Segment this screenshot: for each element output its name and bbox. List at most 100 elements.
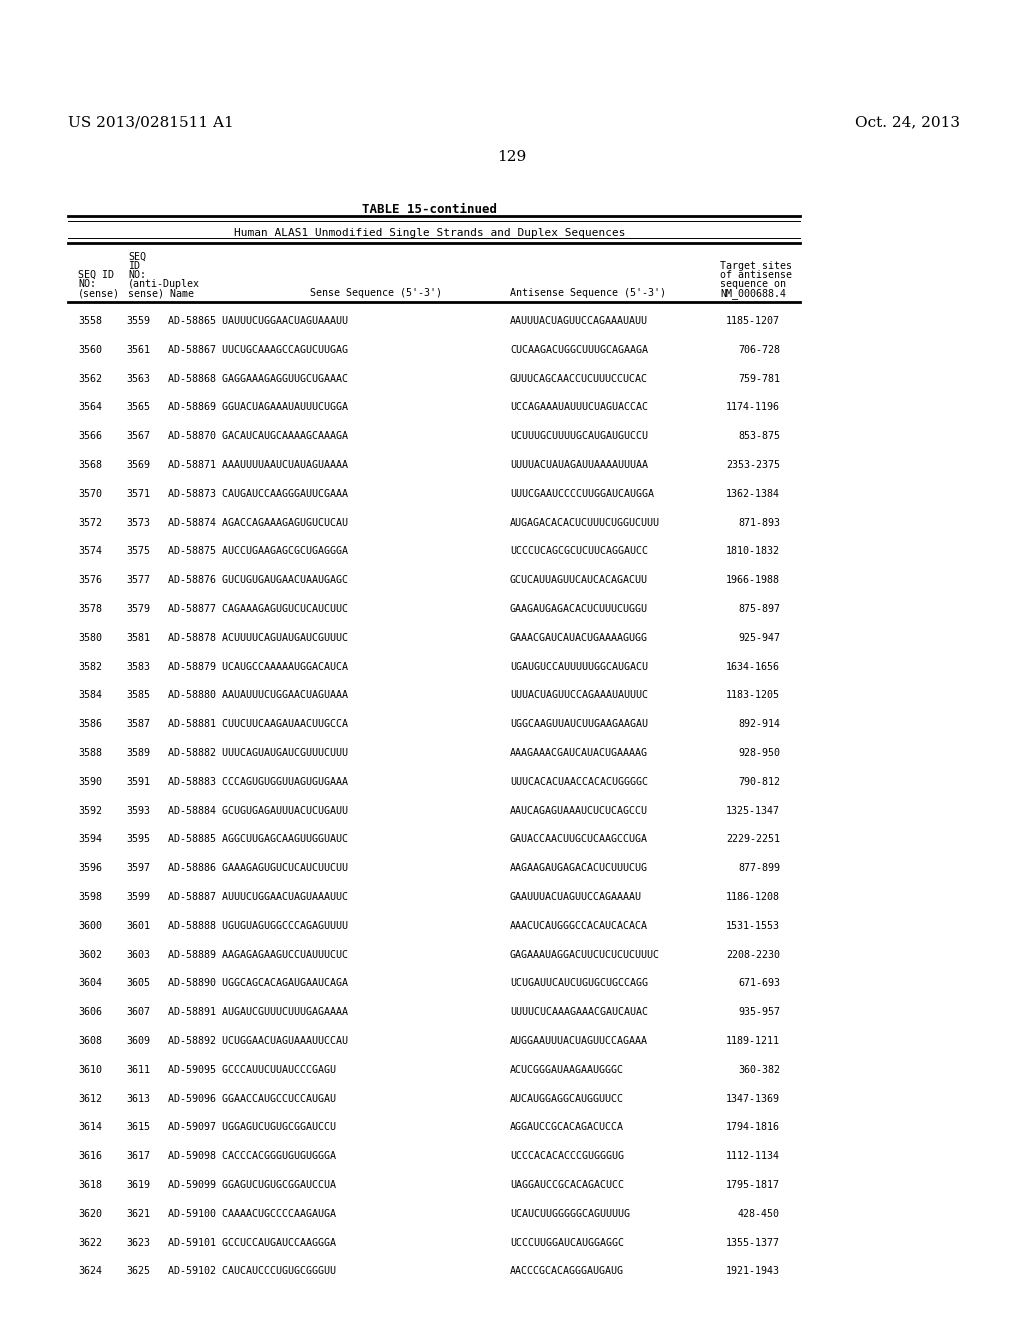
Text: AD-58874 AGACCAGAAAGAGUGUCUCAU: AD-58874 AGACCAGAAAGAGUGUCUCAU <box>168 517 348 528</box>
Text: 3566: 3566 <box>78 432 102 441</box>
Text: 1921-1943: 1921-1943 <box>726 1266 780 1276</box>
Text: 1185-1207: 1185-1207 <box>726 315 780 326</box>
Text: 3578: 3578 <box>78 605 102 614</box>
Text: 871-893: 871-893 <box>738 517 780 528</box>
Text: 3616: 3616 <box>78 1151 102 1162</box>
Text: 3585: 3585 <box>126 690 150 701</box>
Text: 3572: 3572 <box>78 517 102 528</box>
Text: AD-58876 GUCUGUGAUGAACUAAUGAGC: AD-58876 GUCUGUGAUGAACUAAUGAGC <box>168 576 348 585</box>
Text: 3610: 3610 <box>78 1065 102 1074</box>
Text: AD-58882 UUUCAGUAUGAUCGUUUCUUU: AD-58882 UUUCAGUAUGAUCGUUUCUUU <box>168 748 348 758</box>
Text: SEQ ID: SEQ ID <box>78 271 114 280</box>
Text: 3624: 3624 <box>78 1266 102 1276</box>
Text: US 2013/0281511 A1: US 2013/0281511 A1 <box>68 115 233 129</box>
Text: 1634-1656: 1634-1656 <box>726 661 780 672</box>
Text: sequence on: sequence on <box>720 279 786 289</box>
Text: GAAACGAUCAUACUGAAAAGUGG: GAAACGAUCAUACUGAAAAGUGG <box>510 632 648 643</box>
Text: AD-58891 AUGAUCGUUUCUUUGAGAAAA: AD-58891 AUGAUCGUUUCUUUGAGAAAA <box>168 1007 348 1018</box>
Text: AACCCGCACAGGGAUGAUG: AACCCGCACAGGGAUGAUG <box>510 1266 624 1276</box>
Text: Antisense Sequence (5'-3'): Antisense Sequence (5'-3') <box>510 288 666 298</box>
Text: 3577: 3577 <box>126 576 150 585</box>
Text: Target sites: Target sites <box>720 261 792 271</box>
Text: AD-59098 CACCCACGGGUGUGUGGGA: AD-59098 CACCCACGGGUGUGUGGGA <box>168 1151 336 1162</box>
Text: 2208-2230: 2208-2230 <box>726 949 780 960</box>
Text: 1362-1384: 1362-1384 <box>726 488 780 499</box>
Text: 3617: 3617 <box>126 1151 150 1162</box>
Text: UGAUGUCCAUUUUUGGCAUGACU: UGAUGUCCAUUUUUGGCAUGACU <box>510 661 648 672</box>
Text: sense) Name: sense) Name <box>128 288 194 298</box>
Text: GUUUCAGCAACCUCUUUCCUCAC: GUUUCAGCAACCUCUUUCCUCAC <box>510 374 648 384</box>
Text: AAGAAGAUGAGACACUCUUUCUG: AAGAAGAUGAGACACUCUUUCUG <box>510 863 648 874</box>
Text: 671-693: 671-693 <box>738 978 780 989</box>
Text: 3575: 3575 <box>126 546 150 557</box>
Text: 3573: 3573 <box>126 517 150 528</box>
Text: 1531-1553: 1531-1553 <box>726 921 780 931</box>
Text: 1794-1816: 1794-1816 <box>726 1122 780 1133</box>
Text: 3591: 3591 <box>126 776 150 787</box>
Text: 3574: 3574 <box>78 546 102 557</box>
Text: 3587: 3587 <box>126 719 150 729</box>
Text: 1186-1208: 1186-1208 <box>726 892 780 902</box>
Text: 3565: 3565 <box>126 403 150 412</box>
Text: 3608: 3608 <box>78 1036 102 1045</box>
Text: AGGAUCCGCACAGACUCCA: AGGAUCCGCACAGACUCCA <box>510 1122 624 1133</box>
Text: Oct. 24, 2013: Oct. 24, 2013 <box>855 115 961 129</box>
Text: 3592: 3592 <box>78 805 102 816</box>
Text: 759-781: 759-781 <box>738 374 780 384</box>
Text: 3613: 3613 <box>126 1093 150 1104</box>
Text: 3558: 3558 <box>78 315 102 326</box>
Text: 3563: 3563 <box>126 374 150 384</box>
Text: 3609: 3609 <box>126 1036 150 1045</box>
Text: (sense): (sense) <box>78 288 120 298</box>
Text: 925-947: 925-947 <box>738 632 780 643</box>
Text: AAUUUACUAGUUCCAGAAAUAUU: AAUUUACUAGUUCCAGAAAUAUU <box>510 315 648 326</box>
Text: AD-58868 GAGGAAAGAGGUUGCUGAAAC: AD-58868 GAGGAAAGAGGUUGCUGAAAC <box>168 374 348 384</box>
Text: AD-58883 CCCAGUGUGGUUAGUGUGAAA: AD-58883 CCCAGUGUGGUUAGUGUGAAA <box>168 776 348 787</box>
Text: UCUUUGCUUUUGCAUGAUGUCCU: UCUUUGCUUUUGCAUGAUGUCCU <box>510 432 648 441</box>
Text: 3571: 3571 <box>126 488 150 499</box>
Text: UAGGAUCCGCACAGACUCC: UAGGAUCCGCACAGACUCC <box>510 1180 624 1191</box>
Text: GAUACCAACUUGCUCAAGCCUGA: GAUACCAACUUGCUCAAGCCUGA <box>510 834 648 845</box>
Text: 3581: 3581 <box>126 632 150 643</box>
Text: 706-728: 706-728 <box>738 345 780 355</box>
Text: UUUCGAAUCCCCUUGGAUCAUGGA: UUUCGAAUCCCCUUGGAUCAUGGA <box>510 488 654 499</box>
Text: 3580: 3580 <box>78 632 102 643</box>
Text: 3611: 3611 <box>126 1065 150 1074</box>
Text: AD-59099 GGAGUCUGUGCGGAUCCUA: AD-59099 GGAGUCUGUGCGGAUCCUA <box>168 1180 336 1191</box>
Text: 1183-1205: 1183-1205 <box>726 690 780 701</box>
Text: 3619: 3619 <box>126 1180 150 1191</box>
Text: TABLE 15-continued: TABLE 15-continued <box>362 203 498 216</box>
Text: 3595: 3595 <box>126 834 150 845</box>
Text: 3621: 3621 <box>126 1209 150 1218</box>
Text: 1174-1196: 1174-1196 <box>726 403 780 412</box>
Text: 3612: 3612 <box>78 1093 102 1104</box>
Text: AUCAUGGAGGCAUGGUUCC: AUCAUGGAGGCAUGGUUCC <box>510 1093 624 1104</box>
Text: 3618: 3618 <box>78 1180 102 1191</box>
Text: 3568: 3568 <box>78 459 102 470</box>
Text: AD-58880 AAUAUUUCUGGAACUAGUAAA: AD-58880 AAUAUUUCUGGAACUAGUAAA <box>168 690 348 701</box>
Text: 892-914: 892-914 <box>738 719 780 729</box>
Text: 1325-1347: 1325-1347 <box>726 805 780 816</box>
Text: 360-382: 360-382 <box>738 1065 780 1074</box>
Text: 3583: 3583 <box>126 661 150 672</box>
Text: AD-58871 AAAUUUUAAUCUAUAGUAAAA: AD-58871 AAAUUUUAAUCUAUAGUAAAA <box>168 459 348 470</box>
Text: 428-450: 428-450 <box>738 1209 780 1218</box>
Text: 3603: 3603 <box>126 949 150 960</box>
Text: AD-59102 CAUCAUCCCUGUGCGGGUU: AD-59102 CAUCAUCCCUGUGCGGGUU <box>168 1266 336 1276</box>
Text: AD-58884 GCUGUGAGAUUUACUCUGAUU: AD-58884 GCUGUGAGAUUUACUCUGAUU <box>168 805 348 816</box>
Text: AUGGAAUUUACUAGUUCCAGAAA: AUGGAAUUUACUAGUUCCAGAAA <box>510 1036 648 1045</box>
Text: UCCCACACACCCGUGGGUG: UCCCACACACCCGUGGGUG <box>510 1151 624 1162</box>
Text: AD-59096 GGAACCAUGCCUCCAUGAU: AD-59096 GGAACCAUGCCUCCAUGAU <box>168 1093 336 1104</box>
Text: AD-58879 UCAUGCCAAAAAUGGACAUCA: AD-58879 UCAUGCCAAAAAUGGACAUCA <box>168 661 348 672</box>
Text: UUUUCUCAAAGAAACGAUCAUAC: UUUUCUCAAAGAAACGAUCAUAC <box>510 1007 648 1018</box>
Text: 3602: 3602 <box>78 949 102 960</box>
Text: UUUUACUAUAGAUUAAAAUUUAA: UUUUACUAUAGAUUAAAAUUUAA <box>510 459 648 470</box>
Text: 3560: 3560 <box>78 345 102 355</box>
Text: AD-59101 GCCUCCAUGAUCCAAGGGA: AD-59101 GCCUCCAUGAUCCAAGGGA <box>168 1238 336 1247</box>
Text: AUGAGACACACUCUUUCUGGUCUUU: AUGAGACACACUCUUUCUGGUCUUU <box>510 517 660 528</box>
Text: 3607: 3607 <box>126 1007 150 1018</box>
Text: GAAGAUGAGACACUCUUUCUGGU: GAAGAUGAGACACUCUUUCUGGU <box>510 605 648 614</box>
Text: 3597: 3597 <box>126 863 150 874</box>
Text: 129: 129 <box>498 150 526 164</box>
Text: 3596: 3596 <box>78 863 102 874</box>
